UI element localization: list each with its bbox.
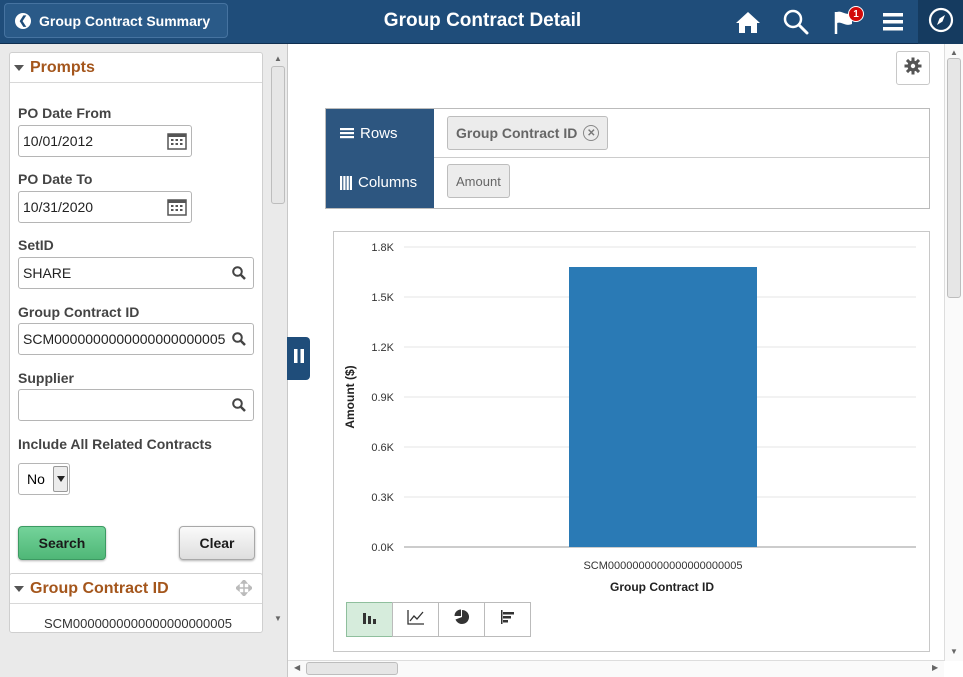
- y-axis-title: Amount ($): [343, 365, 357, 428]
- clear-button[interactable]: Clear: [179, 526, 255, 560]
- include-related-label: Include All Related Contracts: [18, 436, 212, 452]
- bar-chart: 0.0K 0.3K 0.6K 0.9K 1.2K 1.5K 1.8K SCM000000000…: [343, 242, 916, 594]
- top-banner: ❮ Group Contract Summary Group Contract …: [0, 0, 963, 44]
- include-related-select[interactable]: No: [18, 463, 70, 495]
- line-chart-icon: [406, 609, 425, 630]
- pivot-grid-axes: Rows Group Contract ID ✕ Columns Amount: [325, 108, 930, 209]
- horizontal-bar-button[interactable]: [484, 602, 531, 637]
- po-date-to-label: PO Date To: [18, 171, 93, 187]
- group-contract-id-input[interactable]: SCM0000000000000000000005: [18, 323, 254, 355]
- rows-icon: [340, 127, 354, 139]
- po-date-from-label: PO Date From: [18, 105, 112, 121]
- gear-icon: [904, 57, 922, 80]
- scroll-up-arrow-icon[interactable]: ▲: [274, 54, 282, 63]
- horizontal-scrollbar[interactable]: ◀ ▶: [288, 660, 944, 677]
- columns-axis: Columns Amount: [326, 157, 929, 208]
- x-axis-title: Group Contract ID: [610, 580, 714, 594]
- collapse-triangle-icon: [14, 585, 24, 592]
- prompts-title: Prompts: [30, 58, 95, 76]
- pie-chart-button[interactable]: [438, 602, 485, 637]
- facet-header[interactable]: Group Contract ID: [10, 574, 262, 604]
- chevron-left-icon: ❮: [15, 12, 31, 29]
- setid-input[interactable]: SHARE: [18, 257, 254, 289]
- supplier-label: Supplier: [18, 370, 75, 386]
- y-tick-label: 0.0K: [371, 542, 394, 554]
- collapse-triangle-icon: [14, 64, 24, 71]
- compass-icon: [928, 7, 954, 38]
- bar: [569, 267, 757, 547]
- rows-axis: Rows Group Contract ID ✕: [326, 109, 929, 158]
- prompts-header[interactable]: Prompts: [10, 53, 262, 83]
- x-tick-label: SCM0000000000000000000005: [583, 560, 742, 572]
- menu-icon[interactable]: [879, 8, 907, 36]
- page-title: Group Contract Detail: [383, 10, 582, 31]
- group-contract-facet: Group Contract ID SCM0000000000000000000…: [9, 573, 263, 633]
- scroll-left-arrow-icon[interactable]: ◀: [294, 663, 301, 672]
- line-chart-button[interactable]: [392, 602, 439, 637]
- chart-type-toolbar: [346, 602, 531, 637]
- back-button[interactable]: ❮ Group Contract Summary: [4, 3, 228, 38]
- notifications-flag-icon[interactable]: 1: [830, 6, 864, 36]
- po-date-to-input[interactable]: 10/31/2020: [18, 191, 192, 223]
- settings-button[interactable]: [896, 51, 930, 85]
- scroll-down-arrow-icon[interactable]: ▼: [950, 647, 958, 656]
- setid-label: SetID: [18, 237, 54, 253]
- back-button-label: Group Contract Summary: [39, 12, 211, 29]
- columns-axis-label: Columns: [326, 157, 434, 208]
- horizontal-scroll-thumb[interactable]: [306, 662, 398, 675]
- pie-chart-icon: [454, 609, 470, 630]
- left-scroll-thumb[interactable]: [271, 66, 285, 204]
- bar-chart-icon: [362, 609, 378, 630]
- drag-move-icon[interactable]: [234, 578, 254, 601]
- lookup-search-icon[interactable]: [225, 390, 253, 420]
- facet-title: Group Contract ID: [30, 579, 169, 597]
- columns-icon: [340, 175, 352, 190]
- y-tick-label: 1.8K: [371, 242, 394, 254]
- main-scroll-thumb[interactable]: [947, 58, 961, 298]
- prompts-panel: Prompts PO Date From 10/01/2012 PO Date …: [0, 44, 288, 677]
- columns-chip[interactable]: Amount: [447, 164, 510, 198]
- supplier-input[interactable]: [18, 389, 254, 421]
- bar-chart-button[interactable]: [346, 602, 393, 637]
- search-button[interactable]: Search: [18, 526, 106, 560]
- chart-container: 0.0K 0.3K 0.6K 0.9K 1.2K 1.5K 1.8K SCM000000000…: [333, 231, 930, 652]
- left-scrollbar[interactable]: ▲ ▼: [270, 54, 286, 624]
- lookup-search-icon[interactable]: [225, 258, 253, 288]
- calendar-icon[interactable]: [163, 192, 191, 222]
- remove-chip-icon[interactable]: ✕: [583, 125, 600, 141]
- pause-bars-icon: [293, 349, 304, 368]
- notification-badge: 1: [848, 6, 864, 22]
- home-icon[interactable]: [734, 8, 762, 36]
- rows-axis-label: Rows: [326, 109, 434, 157]
- scroll-up-arrow-icon[interactable]: ▲: [950, 48, 958, 57]
- y-tick-label: 1.5K: [371, 292, 394, 304]
- panel-collapse-handle[interactable]: [287, 337, 310, 380]
- rows-chip[interactable]: Group Contract ID ✕: [447, 116, 609, 150]
- calendar-icon[interactable]: [163, 126, 191, 156]
- horizontal-bar-icon: [500, 609, 516, 630]
- y-tick-label: 1.2K: [371, 342, 394, 354]
- y-tick-label: 0.9K: [371, 392, 394, 404]
- navbar-button[interactable]: [918, 0, 963, 44]
- dropdown-arrow-icon[interactable]: [53, 466, 68, 492]
- scroll-right-arrow-icon[interactable]: ▶: [932, 663, 939, 672]
- facet-item[interactable]: SCM0000000000000000000005: [44, 616, 232, 631]
- y-tick-label: 0.3K: [371, 492, 394, 504]
- po-date-from-input[interactable]: 10/01/2012: [18, 125, 192, 157]
- lookup-search-icon[interactable]: [225, 324, 253, 354]
- group-contract-id-label: Group Contract ID: [18, 304, 140, 320]
- search-icon[interactable]: [782, 8, 810, 36]
- main-vertical-scrollbar[interactable]: ▲ ▼: [944, 44, 963, 661]
- y-tick-label: 0.6K: [371, 442, 394, 454]
- prompts-section: Prompts PO Date From 10/01/2012 PO Date …: [9, 52, 263, 610]
- scroll-down-arrow-icon[interactable]: ▼: [274, 614, 282, 623]
